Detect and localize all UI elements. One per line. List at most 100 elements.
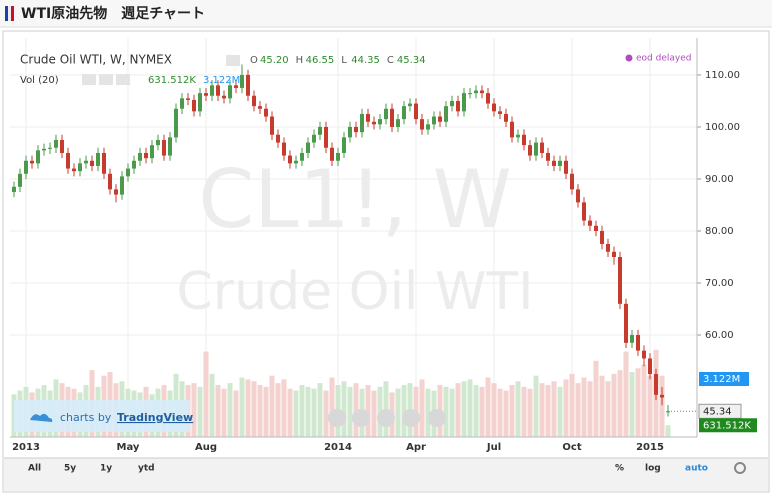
candle-body [540,142,544,153]
candle-body [354,126,358,133]
scale-button[interactable]: log [645,464,661,474]
range-button[interactable]: 1y [100,464,112,474]
candle-body [252,95,256,107]
candle-body [30,160,34,164]
volume-bar [209,373,215,437]
x-tick-label: Oct [562,442,581,453]
volume-bar [557,386,563,437]
volume-bar [593,360,599,437]
candle-body [654,374,658,395]
x-tick-label: 2013 [12,442,40,453]
scale-button[interactable]: % [615,464,624,474]
candle-body [378,119,382,125]
candle-body [396,119,400,127]
candle-body [534,142,538,156]
volume-bar [581,377,587,437]
volume-bar [539,383,545,437]
credit-text: charts by [60,411,112,424]
candle-body [408,103,412,107]
volume-bar [395,388,401,437]
volume-bar [317,383,323,437]
range-button[interactable]: 5y [64,464,76,474]
volume-bar [461,381,467,437]
candle-body [642,350,646,359]
candle-body [366,113,370,122]
candle-body [576,189,580,203]
settings-icon[interactable] [99,74,113,85]
ohlc-letter: O [250,55,258,66]
volume-bar [245,379,251,437]
volume-bar [521,386,527,437]
plot-area [10,38,697,437]
candle-body [240,74,244,88]
volume-bar [401,384,407,437]
candle-body [270,116,274,135]
ohlc-letter: C [387,55,394,66]
volume-ma-box [699,372,749,387]
candle-body [210,85,214,96]
candle-body [402,106,406,120]
zoom-out[interactable] [352,409,370,427]
candle-body [204,93,208,96]
volume-name: Vol (20) [20,75,59,86]
toolbar-buttons: All 5y 1y ytd% log auto [28,464,708,474]
scale-button[interactable]: auto [685,464,708,474]
status: eod delayed [636,54,691,64]
zoom-in[interactable] [402,409,420,427]
reset[interactable] [377,409,395,427]
candle-body [648,358,652,375]
ohlc-value: 44.35 [351,55,380,66]
candle-body [342,137,346,153]
nav-right[interactable] [428,409,446,427]
nav-left[interactable] [328,409,346,427]
range-button[interactable]: All [28,464,41,474]
candle-body [432,116,436,125]
volume-bar [503,390,509,437]
candle-body [174,108,178,138]
candle-body [660,394,664,398]
candle-body [48,147,52,149]
volume-bar [257,384,263,437]
candle-body [636,335,640,351]
candle-body [186,98,190,100]
candle-body [192,99,196,112]
candle-body [42,148,46,151]
volume-bar [533,375,539,437]
credit-link[interactable]: TradingView [117,411,193,424]
candle-body [162,139,166,156]
candle-body [384,108,388,120]
x-tick-label: 2015 [636,442,664,453]
volume-bar [527,388,533,437]
candle-body [516,134,520,138]
eye-icon[interactable] [226,55,240,66]
candle-body [426,124,430,130]
candle-body [72,168,76,172]
y-tick-label: 90.00 [705,174,734,185]
eye-icon[interactable] [82,74,96,85]
title-bar [0,0,772,27]
candle-body [414,103,418,120]
volume-bar [425,388,431,437]
status-dot [625,54,633,62]
candle-body [282,142,286,156]
volume-bar [569,373,575,437]
candle-body [546,152,550,161]
settings-gear[interactable] [734,462,746,474]
candle-body [306,142,310,153]
candle-body [264,108,268,117]
candle-body [324,126,328,148]
candle-body [180,98,184,109]
volume-bar [509,384,515,437]
volume-bar [251,381,257,437]
volume-bar [611,373,617,437]
range-button[interactable]: ytd [138,464,155,474]
candle-body [24,160,28,174]
volume-bar [233,390,239,437]
volume-bar [365,384,371,437]
candle-body [630,335,634,343]
candle-body [600,230,604,245]
x-tick-label: Jul [486,442,501,453]
candle-body [444,106,448,122]
volume-bar [305,386,311,437]
close-icon[interactable] [116,74,130,85]
